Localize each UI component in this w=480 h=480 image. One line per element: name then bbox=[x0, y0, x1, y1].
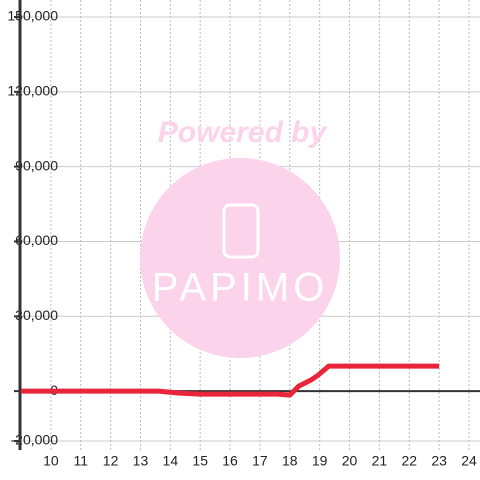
x-tick-label: 18 bbox=[282, 453, 298, 469]
x-tick-label: 21 bbox=[372, 453, 388, 469]
x-tick-label: 11 bbox=[73, 453, 88, 469]
watermark: Powered by PAPIMO bbox=[140, 116, 340, 358]
x-tick-label: 14 bbox=[163, 453, 179, 469]
y-tick-label: 30,000 bbox=[15, 307, 58, 323]
x-tick-label: 13 bbox=[133, 453, 149, 469]
x-tick-label: 12 bbox=[103, 453, 119, 469]
x-tick-label: 16 bbox=[222, 453, 238, 469]
x-tick-label: 22 bbox=[401, 453, 417, 469]
x-tick-label: 20 bbox=[342, 453, 358, 469]
y-tick-label: 90,000 bbox=[15, 157, 58, 173]
y-tick-label: 150,000 bbox=[7, 8, 58, 24]
x-tick-label: 19 bbox=[312, 453, 328, 469]
x-tick-label: 23 bbox=[431, 453, 447, 469]
watermark-text: Powered by bbox=[158, 116, 328, 149]
line bbox=[21, 363, 440, 398]
y-tick-label: 60,000 bbox=[15, 232, 58, 248]
x-tick-label: 24 bbox=[461, 453, 477, 469]
x-tick-label: 15 bbox=[192, 453, 208, 469]
y-tick-label: 120,000 bbox=[7, 83, 58, 99]
watermark-logo: PAPIMO bbox=[152, 266, 329, 310]
y-tick-label: -20,000 bbox=[11, 432, 59, 448]
x-tick-label: 17 bbox=[252, 453, 268, 469]
watermark-icon bbox=[222, 203, 260, 259]
x-tick-label: 10 bbox=[43, 453, 59, 469]
